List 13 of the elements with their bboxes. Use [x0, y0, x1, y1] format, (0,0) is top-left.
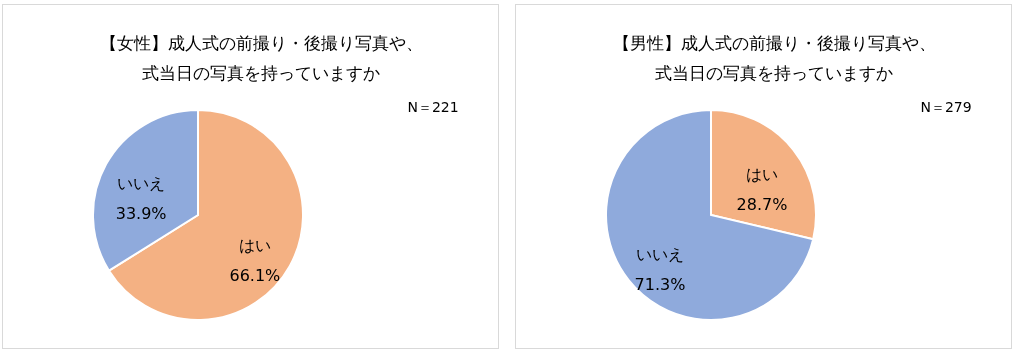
- pie-slice: [605, 109, 815, 321]
- slice-label: いいえ: [117, 173, 166, 193]
- slice-label: はい: [238, 236, 271, 256]
- data-label: 66.1%: [229, 266, 281, 286]
- slice-label: はい: [745, 164, 778, 184]
- data-label: 71.3%: [634, 275, 686, 295]
- text: N＝279: [920, 99, 972, 115]
- data-label: 28.7%: [736, 194, 788, 214]
- text: N＝221: [407, 99, 459, 115]
- data-label: 33.9%: [115, 203, 167, 223]
- chart-title: 【女性】成人式の前撮り・後撮り写真や、式当日の写真を持っていますか: [99, 33, 423, 83]
- slice-label: いいえ: [636, 245, 685, 265]
- chart-title: 【男性】成人式の前撮り・後撮り写真や、式当日の写真を持っていますか: [612, 33, 936, 83]
